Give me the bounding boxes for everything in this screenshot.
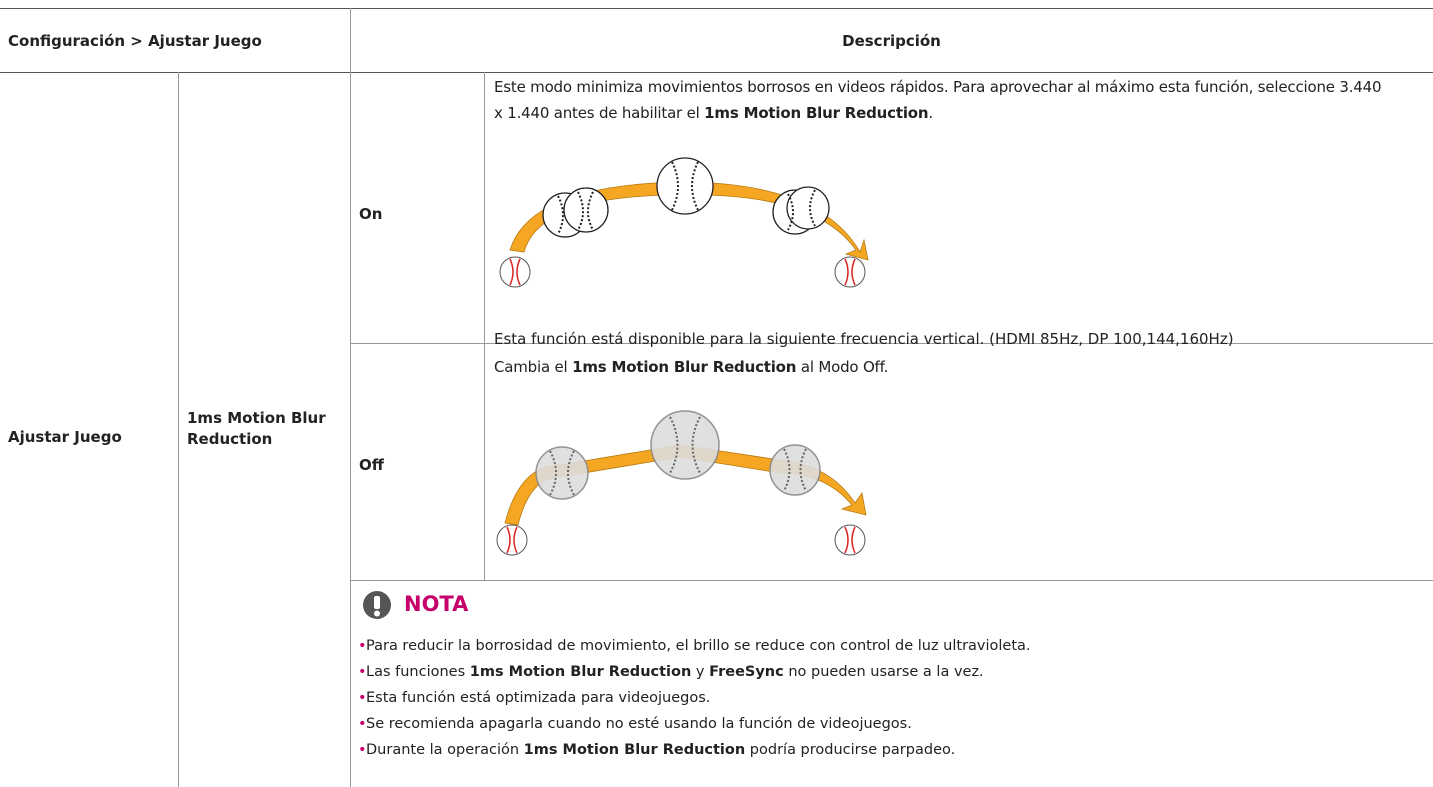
note-item: Esta función está optimizada para videoj… <box>358 685 1031 711</box>
text: Cambia el <box>494 358 573 376</box>
text: y <box>691 664 710 680</box>
option-footnote: Esta función está disponible para la sig… <box>494 330 1234 348</box>
text: Para reducir la borrosidad de movimiento… <box>366 638 1031 654</box>
option-description: Este modo minimiza movimientos borrosos … <box>494 74 1394 126</box>
note-item: Se recomienda apagarla cuando no esté us… <box>358 711 1031 737</box>
illustration-off <box>496 410 867 556</box>
note-title: NOTA <box>404 592 469 616</box>
bold-text: 1ms Motion Blur Reduction <box>572 358 797 376</box>
illustration-on <box>499 157 869 288</box>
text: Durante la operación <box>366 742 524 758</box>
option-description: Cambia el 1ms Motion Blur Reduction al M… <box>494 354 1394 380</box>
bold-text: 1ms Motion Blur Reduction <box>523 742 746 758</box>
text: Las funciones <box>366 664 470 680</box>
bold-text: 1ms Motion Blur Reduction <box>704 104 929 122</box>
bold-text: 1ms Motion Blur Reduction <box>469 664 692 680</box>
header-left: Configuración > Ajustar Juego <box>8 32 262 50</box>
text: no pueden usarse a la vez. <box>783 664 984 680</box>
option-label: Off <box>359 456 384 474</box>
text: . <box>928 104 933 122</box>
note-item: Durante la operación 1ms Motion Blur Red… <box>358 737 1031 763</box>
text: Este modo minimiza movimientos borrosos … <box>494 78 1382 122</box>
note-item: Las funciones 1ms Motion Blur Reduction … <box>358 659 1031 685</box>
note-icon <box>363 591 391 619</box>
text: Se recomienda apagarla cuando no esté us… <box>366 716 912 732</box>
option-label: On <box>359 205 383 223</box>
note-list: Para reducir la borrosidad de movimiento… <box>358 633 1031 763</box>
menu-label: Ajustar Juego <box>8 428 122 446</box>
text: podría producirse parpadeo. <box>745 742 956 758</box>
header-right: Descripción <box>842 32 941 50</box>
text: Esta función está optimizada para videoj… <box>366 690 711 706</box>
item-label: 1ms Motion Blur Reduction <box>187 409 326 448</box>
note-item: Para reducir la borrosidad de movimiento… <box>358 633 1031 659</box>
bold-text: FreeSync <box>709 664 784 680</box>
text: al Modo Off. <box>796 358 889 376</box>
